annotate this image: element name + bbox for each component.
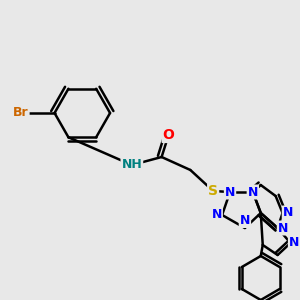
Text: O: O xyxy=(163,128,175,142)
Text: S: S xyxy=(208,184,218,198)
Text: N: N xyxy=(212,208,222,221)
Text: N: N xyxy=(278,221,288,235)
Text: N: N xyxy=(225,185,235,199)
Text: N: N xyxy=(248,185,258,199)
Text: Br: Br xyxy=(13,106,28,119)
Text: NH: NH xyxy=(122,158,142,172)
Text: N: N xyxy=(240,214,250,227)
Text: N: N xyxy=(289,236,299,250)
Text: N: N xyxy=(283,206,293,220)
